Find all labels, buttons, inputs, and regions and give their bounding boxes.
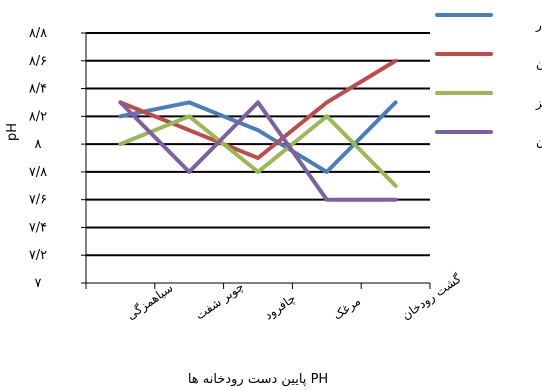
legend-label: تابستان	[536, 57, 542, 71]
y-tick-label: ۷/۲	[29, 248, 47, 263]
series-lines	[118, 58, 398, 202]
x-tick-label: سیاهمزگی	[124, 281, 176, 324]
y-tick-label: ۸/۴	[29, 82, 47, 97]
y-tick-label: ۷	[35, 276, 42, 291]
legend-label: بهار	[535, 18, 542, 33]
y-axis-title: pH	[5, 123, 20, 141]
series-line	[118, 114, 398, 188]
y-tick-label: ۸/۸	[29, 26, 47, 41]
y-tick-label: ۷/۶	[29, 193, 47, 208]
y-axis: ۷ ۷/۲ ۷/۴ ۷/۶ ۷/۸ ۸ ۸/۲ ۸/۴ ۸/۶ ۸/۸	[29, 26, 87, 291]
y-tick-label: ۸/۶	[29, 54, 47, 69]
x-tick-label: چافرود	[262, 291, 299, 323]
x-tick-label: چوبر شفت	[193, 279, 247, 323]
x-tick-label: گشت رودخان	[399, 271, 464, 323]
legend-label: پاییز	[535, 96, 542, 111]
gridlines	[86, 32, 430, 257]
series-line	[118, 100, 398, 174]
series-line	[118, 100, 398, 202]
series-line	[118, 58, 398, 160]
x-tick-label: مرغک	[330, 294, 363, 324]
x-axis: سیاهمزگی چوبر شفت چافرود مرغک گشت رودخان	[85, 271, 465, 324]
y-tick-label: ۸	[35, 137, 42, 152]
y-tick-label: ۷/۸	[29, 165, 47, 180]
legend: بهار تابستان پاییز زمستان	[435, 13, 542, 150]
legend-label: زمستان	[536, 135, 542, 150]
y-tick-label: ۸/۲	[29, 109, 47, 124]
x-axis-title: PH پایین دست رودخانه ها	[188, 372, 328, 387]
y-tick-label: ۷/۴	[29, 220, 47, 235]
